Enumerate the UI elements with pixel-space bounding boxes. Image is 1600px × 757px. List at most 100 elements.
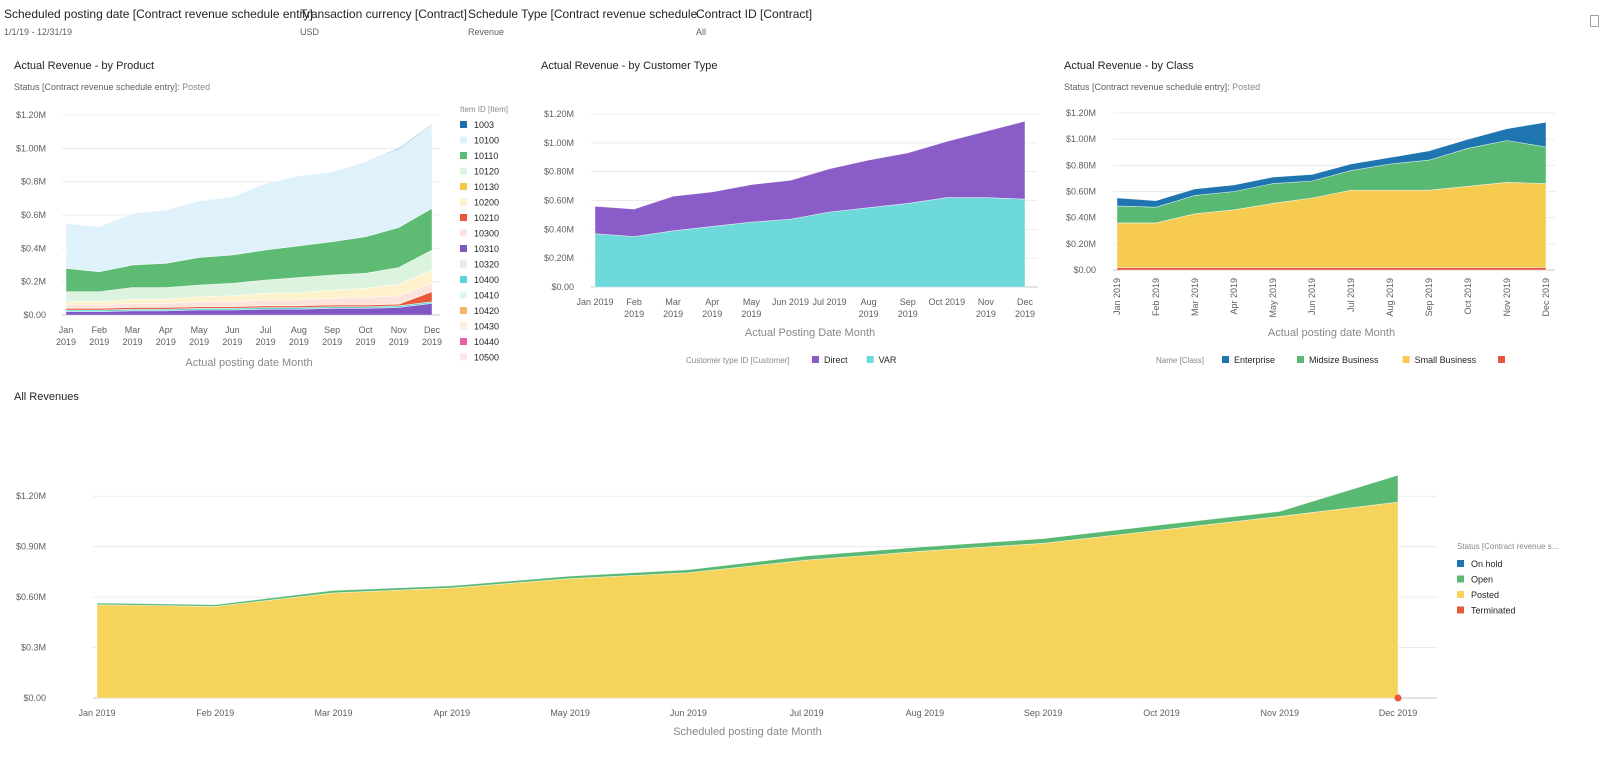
legend-swatch — [460, 291, 467, 299]
chart-product[interactable]: $0.00 $0.2M $0.4M $0.6M $0.8M $1.00M $1.20M Jan… — [0, 95, 520, 375]
pane-expand-handle[interactable] — [1590, 15, 1599, 27]
x-tick-label: 2019 — [256, 337, 276, 347]
area-series-enterprise[interactable] — [1116, 121, 1547, 208]
legend-item[interactable]: 10430 — [474, 322, 499, 332]
chart-class[interactable]: $0.00 $0.20M $0.40M $0.60M $0.80M $1.00M $1.20… — [1060, 95, 1600, 375]
y-tick-label: $1.20M — [16, 491, 46, 501]
x-axis-title: Actual posting date Month — [1268, 327, 1395, 339]
x-tick-label: Jun 2019 — [1307, 278, 1317, 315]
y-tick-label: $0.8M — [21, 177, 46, 187]
legend-item[interactable]: 10420 — [474, 306, 499, 316]
x-tick-label: Sep 2019 — [1424, 278, 1434, 317]
chart-title-all: All Revenues — [14, 391, 79, 403]
legend-swatch — [1457, 606, 1464, 614]
legend-item[interactable]: Open — [1471, 575, 1493, 585]
x-tick-label: Nov — [978, 297, 995, 307]
legend-item[interactable]: 10210 — [474, 213, 499, 223]
x-tick-label: May 2019 — [1268, 278, 1278, 318]
x-tick-label: Sep — [900, 297, 916, 307]
chart-all[interactable]: $0.00 $0.3M $0.60M $0.90M $1.20M Jan 2019 Feb … — [0, 405, 1600, 757]
x-tick-label: Dec 2019 — [1379, 708, 1418, 718]
x-tick-label: Jan — [59, 325, 74, 335]
chart-subtitle-class: Status [Contract revenue schedule entry]… — [1064, 82, 1260, 92]
area-series-1003[interactable] — [65, 123, 433, 228]
legend-item[interactable]: Direct — [824, 355, 848, 365]
x-tick-label: Mar — [125, 325, 141, 335]
legend-item[interactable]: 1003 — [474, 120, 494, 130]
legend-item[interactable]: 10410 — [474, 291, 499, 301]
filter-schedule-type[interactable]: Schedule Type [Contract revenue schedule… — [468, 7, 697, 37]
x-tick-label: 2019 — [663, 309, 683, 319]
x-tick-label: Jan 2019 — [1112, 278, 1122, 315]
legend-swatch — [460, 260, 467, 268]
y-tick-label: $1.20M — [16, 110, 46, 120]
filter-value: All — [696, 27, 707, 37]
x-tick-label: 2019 — [156, 337, 176, 347]
filter-bar: Scheduled posting date [Contract revenue… — [0, 0, 1600, 46]
x-tick-label: Nov — [391, 325, 408, 335]
legend-swatch — [1457, 591, 1464, 598]
y-tick-label: $0.6M — [21, 210, 46, 220]
x-tick-label: Dec — [424, 325, 441, 335]
y-tick-label: $0.00 — [1073, 265, 1096, 275]
filter-value: Revenue — [468, 27, 505, 37]
legend-item[interactable]: Posted — [1471, 590, 1499, 600]
y-tick-label: $0.80M — [544, 167, 574, 177]
filter-value: 1/1/19 - 12/31/19 — [4, 27, 73, 37]
x-tick-label: Oct — [358, 325, 373, 335]
legend-swatch — [460, 183, 467, 190]
y-tick-label: $1.00M — [16, 143, 46, 153]
x-tick-label: Mar — [665, 297, 681, 307]
x-axis-title: Scheduled posting date Month — [673, 726, 822, 738]
area-series-open[interactable] — [96, 474, 1399, 607]
legend-swatch — [460, 307, 467, 314]
legend-item[interactable]: Enterprise — [1234, 355, 1275, 365]
filter-label: Transaction currency [Contract] — [300, 7, 467, 21]
legend-item[interactable]: 10320 — [474, 260, 499, 270]
x-tick-label: 2019 — [859, 309, 879, 319]
legend-swatch — [460, 152, 467, 159]
chart-title-customer: Actual Revenue - by Customer Type — [541, 60, 718, 72]
x-tick-label: Sep 2019 — [1024, 708, 1063, 718]
x-tick-label: Feb 2019 — [196, 708, 234, 718]
x-tick-label: 2019 — [355, 337, 375, 347]
legend-item[interactable]: 10440 — [474, 337, 499, 347]
legend-swatch — [1457, 575, 1464, 583]
x-tick-label: Sep — [324, 325, 340, 335]
data-point-terminated[interactable] — [1394, 694, 1402, 702]
legend-item[interactable]: 10200 — [474, 198, 499, 208]
x-tick-label: Apr 2019 — [1229, 278, 1239, 315]
area-series-red[interactable] — [1116, 267, 1547, 271]
legend-item[interactable]: Midsize Business — [1309, 355, 1379, 365]
legend-item[interactable]: 10110 — [474, 151, 498, 161]
x-tick-label: Jan 2019 — [576, 297, 613, 307]
y-tick-label: $0.80M — [1066, 160, 1096, 170]
legend-item[interactable]: 10300 — [474, 229, 499, 239]
legend-item[interactable]: 10100 — [474, 136, 499, 146]
legend-item[interactable]: 10400 — [474, 275, 499, 285]
y-tick-label: $0.20M — [544, 253, 574, 263]
chart-customer[interactable]: $0.00 $0.20M $0.40M $0.60M $0.80M $1.00M $1.20… — [520, 95, 1060, 375]
subtitle-label: Status [Contract revenue schedule entry]… — [14, 82, 180, 92]
filter-currency[interactable]: Transaction currency [Contract] USD — [300, 7, 467, 37]
y-tick-label: $0.60M — [16, 592, 46, 602]
legend-item[interactable]: Terminated — [1471, 606, 1516, 616]
area-series-posted[interactable] — [96, 501, 1399, 699]
area-series-direct[interactable] — [594, 120, 1026, 237]
filter-posting-date[interactable]: Scheduled posting date [Contract revenue… — [4, 7, 313, 37]
legend-item[interactable]: 10500 — [474, 353, 499, 363]
legend-item[interactable]: VAR — [879, 355, 897, 365]
x-tick-label: 2019 — [702, 309, 722, 319]
legend-item[interactable]: 10130 — [474, 182, 499, 192]
legend-item[interactable]: 10120 — [474, 167, 499, 177]
filter-label: Contract ID [Contract] — [696, 7, 813, 21]
filter-value: USD — [300, 27, 320, 37]
legend-item[interactable]: 10310 — [474, 244, 499, 254]
subtitle-value: Posted — [1229, 82, 1261, 92]
legend-item[interactable]: Small Business — [1415, 355, 1477, 365]
legend-item[interactable]: On hold — [1471, 559, 1503, 569]
x-tick-label: 2019 — [422, 337, 442, 347]
subtitle-label: Status [Contract revenue schedule entry]… — [1064, 82, 1230, 92]
legend-swatch — [460, 229, 467, 237]
filter-contract-id[interactable]: Contract ID [Contract] All — [696, 7, 812, 37]
